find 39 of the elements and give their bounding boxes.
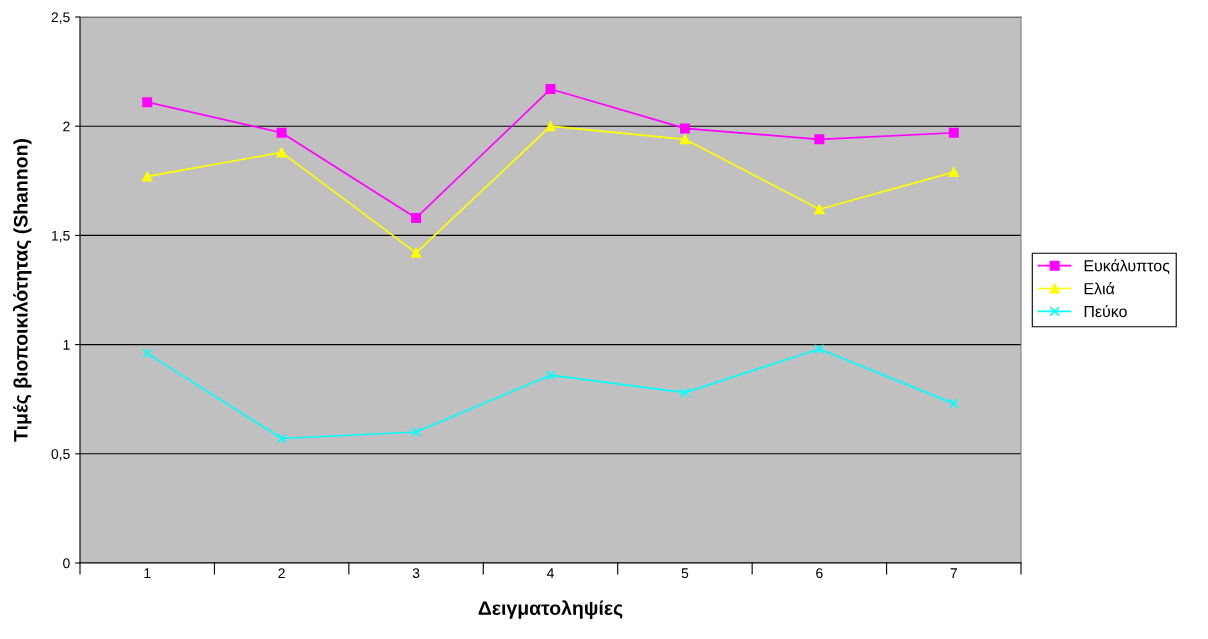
point (948, 167, 959, 178)
point (814, 343, 825, 354)
y-tick-label: 0,5 (51, 449, 70, 461)
x-tick-label: 1 (144, 568, 151, 578)
point (142, 348, 153, 359)
y-tick-label: 1,5 (52, 230, 70, 243)
x-axis-title: Δειγματοληψίες (478, 600, 623, 619)
y-tick-label: 2 (63, 121, 70, 132)
point (679, 387, 690, 398)
x-tick-label: 6 (816, 568, 823, 579)
x-tick-label: 7 (950, 568, 957, 578)
legend-label: Πεύκο (1084, 304, 1127, 318)
point (411, 212, 422, 223)
point (276, 433, 287, 444)
point (411, 426, 422, 437)
x-tick-label: 3 (412, 568, 420, 579)
y-tick-label: 2,5 (51, 12, 70, 24)
point (814, 204, 825, 215)
x-tick-label: 5 (681, 568, 689, 579)
legend-label: Ελιά (1084, 282, 1115, 295)
point (545, 370, 556, 381)
point (276, 147, 287, 158)
legend-label: Ευκάλυπτος (1084, 259, 1170, 275)
point (142, 171, 153, 182)
point (545, 121, 556, 132)
point (948, 398, 959, 409)
point (679, 123, 690, 134)
y-tick-label: 1 (63, 340, 70, 350)
y-axis-title: Τιμές βιοποικιλότητας (Shannon) (12, 139, 32, 442)
point (948, 127, 959, 138)
point (411, 247, 422, 258)
x-tick-label: 2 (278, 568, 285, 578)
point (814, 134, 825, 145)
point (142, 97, 153, 108)
point (545, 84, 556, 95)
y-tick-label: 0 (63, 558, 70, 569)
point (276, 127, 287, 138)
point (679, 134, 690, 145)
x-tick-label: 4 (546, 568, 554, 578)
